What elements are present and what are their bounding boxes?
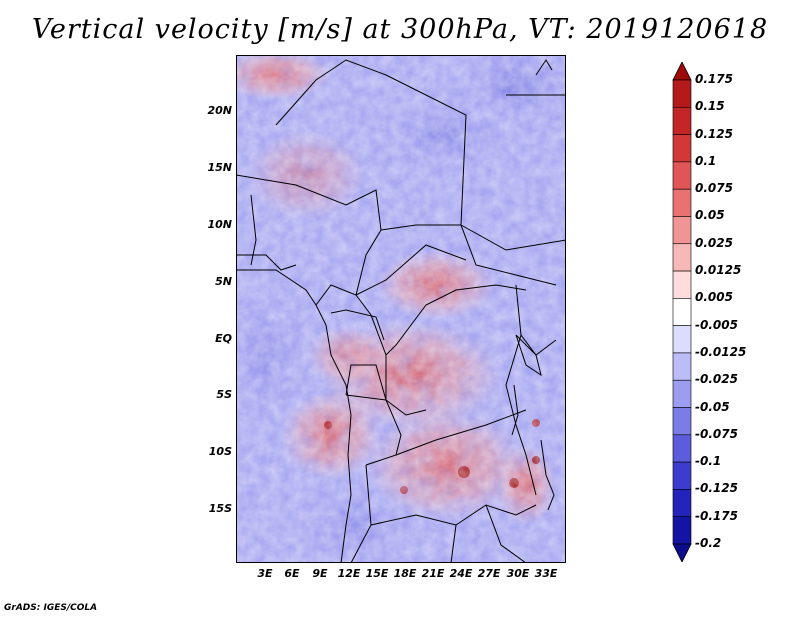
lat-label: 15S: [208, 502, 232, 515]
colorbar-box: [672, 270, 692, 299]
colorbar-label: 0.15: [695, 99, 725, 114]
vertical-velocity-map: [236, 55, 566, 563]
colorbar-box: [672, 379, 692, 408]
colorbar-label: -0.0125: [695, 344, 747, 359]
colorbar-label: -0.075: [695, 426, 738, 441]
colorbar-box: [672, 298, 692, 326]
colorbar-label: 0.025: [695, 235, 733, 250]
colorbar-label: 0.175: [695, 72, 733, 86]
colorbar-box: [672, 243, 692, 272]
colorbar-label: 0.0125: [695, 263, 742, 278]
colorbar-label: -0.025: [695, 372, 738, 387]
lat-label: 15N: [207, 161, 232, 174]
lon-label: 12E: [337, 567, 361, 580]
colorbar-box: [672, 407, 692, 436]
lat-label: 10N: [207, 218, 232, 231]
colorbar-box: [672, 489, 692, 518]
plot-title: Vertical velocity [m/s] at 300hPa, VT: 2…: [31, 14, 769, 45]
lon-label: 21E: [421, 567, 445, 580]
field-texture-white: [236, 55, 566, 563]
colorbar-box: [672, 516, 692, 545]
lon-label: 6E: [284, 567, 300, 580]
colorbar-box: [672, 106, 692, 135]
colorbar-label: -0.2: [695, 536, 722, 550]
colorbar-label: 0.05: [695, 208, 725, 223]
colorbar-box: [672, 461, 692, 490]
colorbar-box: [672, 134, 692, 163]
colorbar-box: [672, 216, 692, 245]
colorbar-box: [672, 79, 692, 108]
colorbar-label: -0.005: [695, 317, 738, 332]
colorbar-label: 0.1: [695, 153, 717, 168]
colorbar-label: -0.05: [695, 399, 730, 414]
lon-label: 24E: [449, 567, 473, 580]
colorbar-label: -0.1: [695, 454, 722, 469]
lon-label: 15E: [365, 567, 389, 580]
colorbar-box: [672, 188, 692, 217]
lon-label: 18E: [393, 567, 417, 580]
lat-label: 10S: [208, 445, 232, 458]
lon-label: 9E: [312, 567, 328, 580]
coastline: [236, 269, 352, 563]
colorbar-bottom-triangle: [672, 543, 692, 562]
colorbar-box: [672, 352, 692, 381]
colorbar-label: 0.005: [695, 290, 733, 305]
colorbar-label: 0.125: [695, 126, 733, 141]
lakes: [511, 334, 555, 511]
map-frame: [236, 55, 566, 563]
lon-label: 30E: [506, 567, 530, 580]
lat-label: 5N: [215, 275, 232, 288]
lat-label: 20N: [207, 104, 232, 117]
colorbar-top-triangle: [672, 62, 692, 81]
country-borders: [236, 59, 566, 563]
lat-label: EQ: [215, 332, 232, 345]
colorbar-label: 0.075: [695, 181, 733, 196]
lon-label: 27E: [477, 567, 501, 580]
lon-label: 33E: [534, 567, 558, 580]
colorbar-label: -0.175: [695, 508, 738, 523]
lon-label: 3E: [257, 567, 273, 580]
colorbar-label: -0.125: [695, 481, 738, 496]
grads-credit: GrADS: IGES/COLA: [4, 603, 98, 613]
colorbar-box: [672, 434, 692, 463]
colorbar-box: [672, 161, 692, 190]
lat-label: 5S: [216, 388, 232, 401]
colorbar: [672, 62, 692, 562]
colorbar-box: [672, 325, 692, 354]
